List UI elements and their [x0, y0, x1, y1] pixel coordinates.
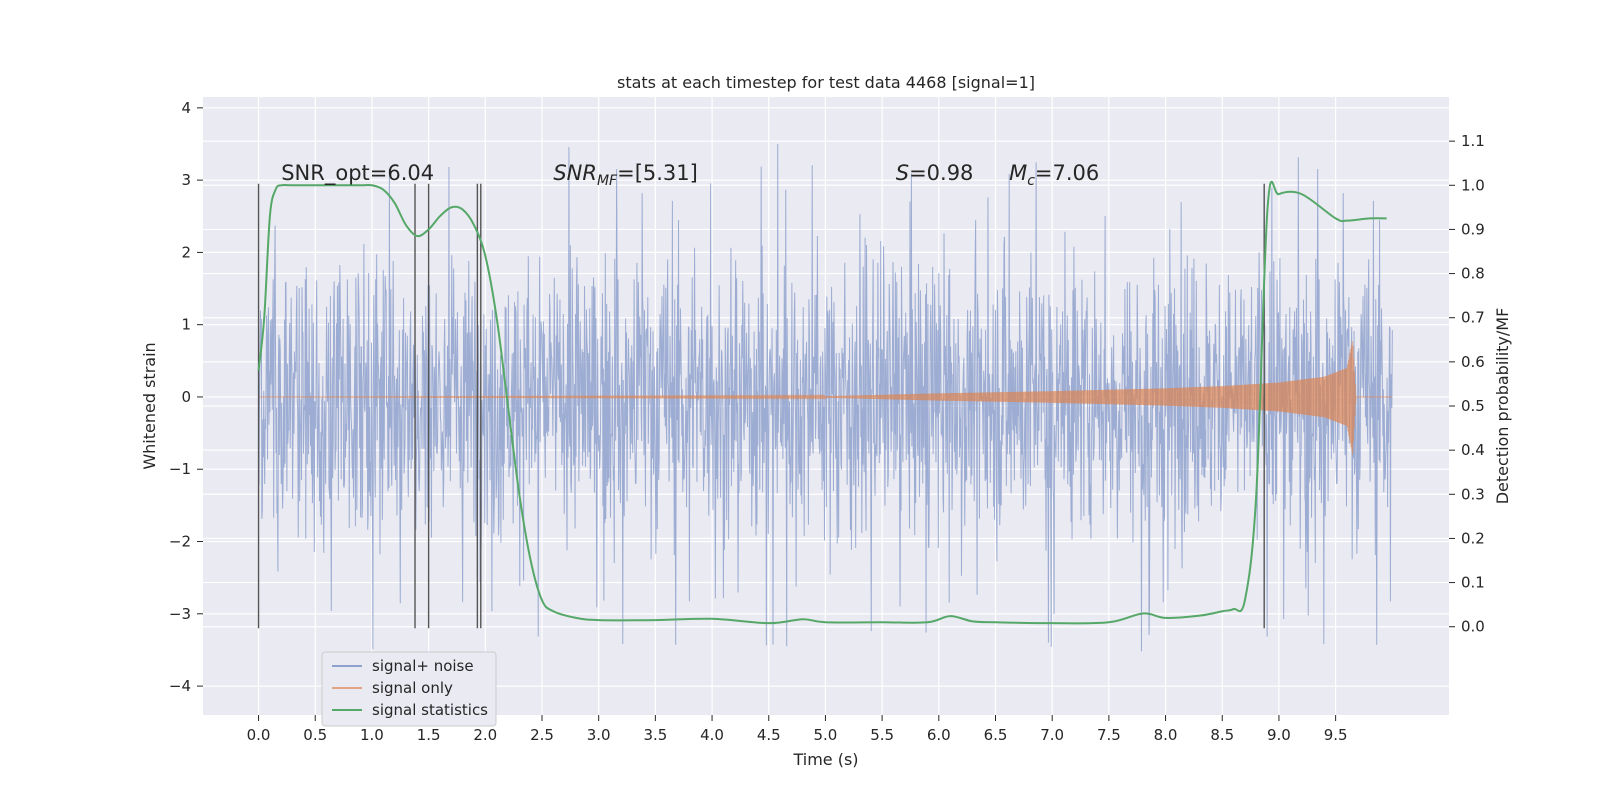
y-tick-label: 2 — [181, 243, 191, 261]
x-tick-label: 6.5 — [984, 726, 1008, 744]
y-tick-label: 3 — [181, 171, 191, 189]
y-right-tick-label: 0.4 — [1461, 441, 1485, 459]
signal-only-line — [258, 341, 1393, 455]
x-tick-label: 4.5 — [757, 726, 781, 744]
signal-statistics-line — [257, 180, 1387, 625]
y-right-axis-ticks: 0.0 0.1 0.2 0.3 0.4 0.5 0.6 0.7 0.8 0.9 1.0 1.1 — [1449, 132, 1485, 636]
x-tick-label: 4.0 — [700, 726, 724, 744]
x-tick-label: 0.0 — [247, 726, 271, 744]
y-right-tick-label: 0.1 — [1461, 574, 1485, 592]
x-tick-label: 7.0 — [1040, 726, 1064, 744]
annotation-2: S=0.98 — [896, 161, 974, 185]
x-tick-label: 2.5 — [530, 726, 554, 744]
y-right-tick-label: 1.0 — [1461, 176, 1485, 194]
signal-only-series — [258, 341, 1393, 455]
y-right-tick-label: 0.3 — [1461, 485, 1485, 503]
y-right-tick-label: 0.2 — [1461, 529, 1485, 547]
x-tick-label: 5.5 — [870, 726, 894, 744]
x-tick-label: 3.5 — [643, 726, 667, 744]
x-tick-label: 7.5 — [1097, 726, 1121, 744]
y-right-tick-label: 1.1 — [1461, 132, 1485, 150]
legend-label-signal-only: signal only — [372, 679, 453, 697]
annotation-3: Mc=7.06 — [1009, 161, 1099, 189]
y-right-tick-label: 0.8 — [1461, 265, 1485, 283]
x-tick-label: 9.0 — [1267, 726, 1291, 744]
x-tick-label: 6.0 — [927, 726, 951, 744]
gridlines — [203, 97, 1449, 715]
x-axis-label: Time (s) — [792, 750, 858, 769]
y-right-tick-label: 0.5 — [1461, 397, 1485, 415]
y-right-axis-label: Detection probability/MF — [1493, 308, 1512, 505]
legend-label-signal-statistics: signal statistics — [372, 701, 488, 719]
legend: signal+ noise signal only signal statist… — [321, 651, 497, 727]
y-tick-label: −3 — [169, 605, 191, 623]
y-tick-label: −1 — [169, 460, 191, 478]
annotation-1: SNRMF=[5.31] — [553, 161, 698, 189]
signal-statistics-series — [257, 180, 1387, 625]
x-tick-label: 1.0 — [360, 726, 384, 744]
x-tick-label: 5.0 — [814, 726, 838, 744]
x-tick-label: 3.0 — [587, 726, 611, 744]
legend-box — [321, 651, 497, 727]
y-tick-label: −2 — [169, 533, 191, 551]
x-axis-ticks: 0.0 0.5 1.0 1.5 2.0 2.5 3.0 3.5 4.0 4.5 5.0 5.5 6.0 6… — [247, 715, 1348, 744]
y-tick-label: 0 — [181, 388, 191, 406]
legend-label-signal-noise: signal+ noise — [372, 657, 474, 675]
y-tick-label: −4 — [169, 677, 191, 695]
y-axis-label: Whitened strain — [140, 342, 159, 469]
y-axis-ticks: −4 −3 −2 −1 0 1 2 3 4 — [169, 99, 203, 695]
vertical-markers — [257, 183, 1265, 629]
annotations: SNR_opt=6.04 SNRMF=[5.31] S=0.98 Mc=7.06 — [281, 161, 1099, 189]
x-tick-label: 8.0 — [1154, 726, 1178, 744]
y-right-tick-label: 0.6 — [1461, 353, 1485, 371]
y-tick-label: 1 — [181, 316, 191, 334]
x-tick-label: 8.5 — [1210, 726, 1234, 744]
annotation-0: SNR_opt=6.04 — [281, 161, 434, 186]
y-tick-label: 4 — [181, 99, 191, 117]
y-right-tick-label: 0.7 — [1461, 309, 1485, 327]
x-tick-label: 9.5 — [1324, 726, 1348, 744]
x-tick-label: 1.5 — [417, 726, 441, 744]
x-tick-label: 0.5 — [303, 726, 327, 744]
y-right-tick-label: 0.0 — [1461, 618, 1485, 636]
chart-title: stats at each timestep for test data 446… — [617, 73, 1035, 92]
y-right-tick-label: 0.9 — [1461, 220, 1485, 238]
x-tick-label: 2.0 — [473, 726, 497, 744]
